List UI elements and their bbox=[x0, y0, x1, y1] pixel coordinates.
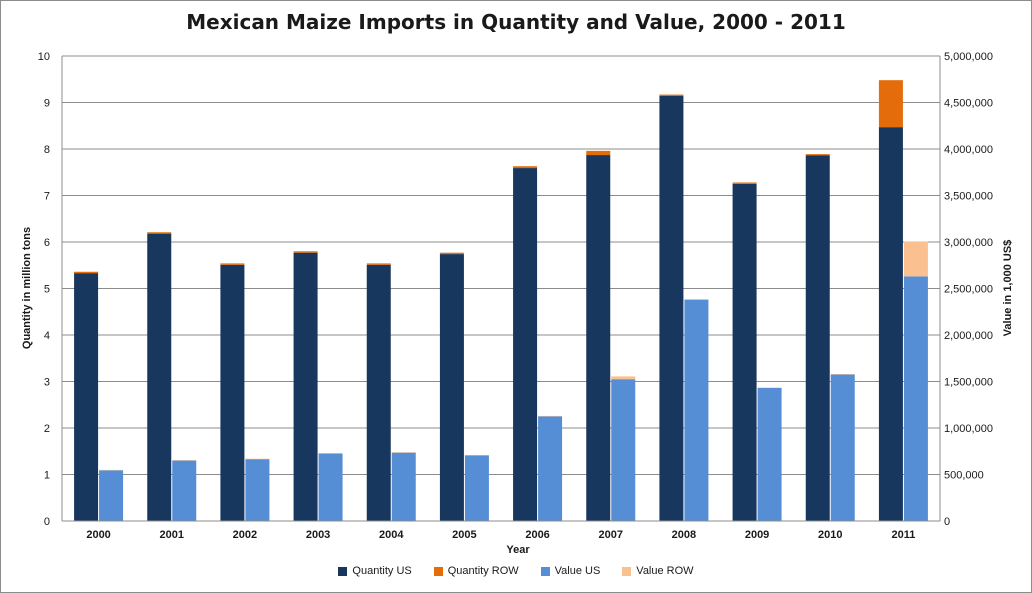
legend-item: Quantity ROW bbox=[433, 565, 519, 577]
y-right-tick-label: 4,500,000 bbox=[944, 98, 993, 110]
bars bbox=[74, 80, 928, 522]
axes bbox=[61, 56, 941, 522]
y-left-tick-label: 10 bbox=[38, 51, 50, 63]
bar-quantity-us bbox=[513, 168, 538, 521]
bar-value-us bbox=[245, 459, 270, 521]
y-right-tick-label: 0 bbox=[944, 516, 950, 528]
bar-quantity-row bbox=[74, 271, 99, 274]
x-tick-label: 2003 bbox=[306, 529, 330, 541]
x-tick-label: 2000 bbox=[86, 529, 110, 541]
y-right-tick-label: 3,500,000 bbox=[944, 191, 993, 203]
x-tick-label: 2006 bbox=[525, 529, 549, 541]
bar-quantity-row bbox=[439, 252, 464, 255]
y-left-tick-label: 3 bbox=[44, 377, 50, 389]
bar-value-us bbox=[172, 460, 197, 521]
bar-value-us bbox=[611, 379, 636, 521]
legend-label: Quantity ROW bbox=[447, 565, 519, 577]
chart-title: Mexican Maize Imports in Quantity and Va… bbox=[186, 10, 846, 34]
bar-quantity-row bbox=[220, 263, 245, 265]
y-left-tick-label: 6 bbox=[44, 237, 50, 249]
y-right-tick-label: 2,000,000 bbox=[944, 330, 993, 342]
bar-quantity-row bbox=[586, 150, 611, 156]
bar-value-us bbox=[391, 452, 416, 521]
x-axis-label: Year bbox=[506, 544, 530, 556]
bar-value-row bbox=[903, 241, 928, 277]
x-tick-label: 2002 bbox=[233, 529, 257, 541]
bar-quantity-row bbox=[147, 232, 172, 234]
bar-value-us bbox=[464, 455, 489, 521]
legend-label: Quantity US bbox=[352, 565, 412, 577]
y-right-tick-label: 4,000,000 bbox=[944, 144, 993, 156]
bar-quantity-us bbox=[74, 273, 99, 521]
bar-quantity-us bbox=[293, 252, 318, 521]
bar-quantity-row bbox=[366, 263, 391, 265]
y-right-ticks: 0 500,000 1,000,000 1,500,000 2,000,000 2,500… bbox=[944, 51, 993, 528]
legend-swatch bbox=[433, 566, 443, 576]
bar-value-us bbox=[318, 453, 343, 521]
x-tick-label: 2001 bbox=[160, 529, 184, 541]
legend-item: Quantity US bbox=[338, 565, 412, 577]
x-tick-label: 2008 bbox=[672, 529, 696, 541]
bar-quantity-us bbox=[147, 233, 172, 521]
y-right-tick-label: 5,000,000 bbox=[944, 51, 993, 63]
y-left-tick-label: 1 bbox=[44, 470, 50, 482]
bar-quantity-us bbox=[878, 127, 903, 522]
bar-quantity-row bbox=[293, 251, 318, 253]
y-left-tick-label: 7 bbox=[44, 191, 50, 203]
legend-swatch bbox=[338, 566, 348, 576]
y-right-tick-label: 3,000,000 bbox=[944, 237, 993, 249]
bar-value-row bbox=[611, 376, 636, 380]
bar-value-us bbox=[830, 374, 855, 521]
bar-quantity-row bbox=[659, 94, 684, 96]
bar-value-us bbox=[684, 299, 709, 521]
x-ticks: 2000 2001 2002 2003 2004 2005 2006 2007 2008 2009… bbox=[86, 529, 915, 541]
bar-value-us bbox=[99, 470, 124, 521]
bar-quantity-us bbox=[586, 155, 611, 522]
bar-quantity-us bbox=[805, 155, 830, 521]
x-tick-label: 2009 bbox=[745, 529, 769, 541]
y-left-axis-label: Quantity in million tons bbox=[21, 227, 33, 349]
bar-quantity-row bbox=[732, 182, 757, 184]
bar-quantity-us bbox=[220, 264, 245, 521]
bar-quantity-us bbox=[659, 95, 684, 522]
y-right-axis-label: Value in 1,000 US$ bbox=[1002, 240, 1014, 337]
x-tick-label: 2010 bbox=[818, 529, 842, 541]
y-right-tick-label: 1,500,000 bbox=[944, 377, 993, 389]
x-tick-label: 2005 bbox=[452, 529, 476, 541]
bar-quantity-us bbox=[366, 264, 391, 521]
legend-swatch bbox=[622, 566, 632, 576]
bar-value-us bbox=[538, 416, 563, 521]
legend-item: Value US bbox=[540, 565, 601, 577]
x-tick-label: 2011 bbox=[891, 529, 915, 541]
x-tick-label: 2007 bbox=[599, 529, 623, 541]
legend: Quantity US Quantity ROW Value US Value ROW bbox=[0, 565, 1032, 577]
bar-value-us bbox=[757, 388, 782, 521]
bar-quantity-row bbox=[878, 80, 903, 128]
legend-label: Value US bbox=[554, 565, 601, 577]
bar-quantity-row bbox=[513, 166, 538, 169]
y-left-tick-label: 5 bbox=[44, 284, 50, 296]
bar-quantity-row bbox=[805, 154, 830, 156]
y-right-tick-label: 1,000,000 bbox=[944, 423, 993, 435]
legend-swatch bbox=[540, 566, 550, 576]
legend-label: Value ROW bbox=[636, 565, 694, 577]
y-right-tick-label: 2,500,000 bbox=[944, 284, 993, 296]
bar-quantity-us bbox=[439, 254, 464, 521]
y-left-tick-label: 9 bbox=[44, 98, 50, 110]
y-left-tick-label: 0 bbox=[44, 516, 50, 528]
x-tick-label: 2004 bbox=[379, 529, 404, 541]
legend-item: Value ROW bbox=[622, 565, 694, 577]
bar-value-us bbox=[903, 276, 928, 521]
bar-quantity-us bbox=[732, 183, 757, 521]
y-left-tick-label: 8 bbox=[44, 144, 50, 156]
y-left-tick-label: 4 bbox=[44, 330, 50, 342]
y-left-tick-label: 2 bbox=[44, 423, 50, 435]
y-left-ticks: 0 1 2 3 4 5 6 7 8 9 10 bbox=[38, 51, 50, 528]
gridlines bbox=[62, 55, 940, 522]
y-right-tick-label: 500,000 bbox=[944, 470, 984, 482]
